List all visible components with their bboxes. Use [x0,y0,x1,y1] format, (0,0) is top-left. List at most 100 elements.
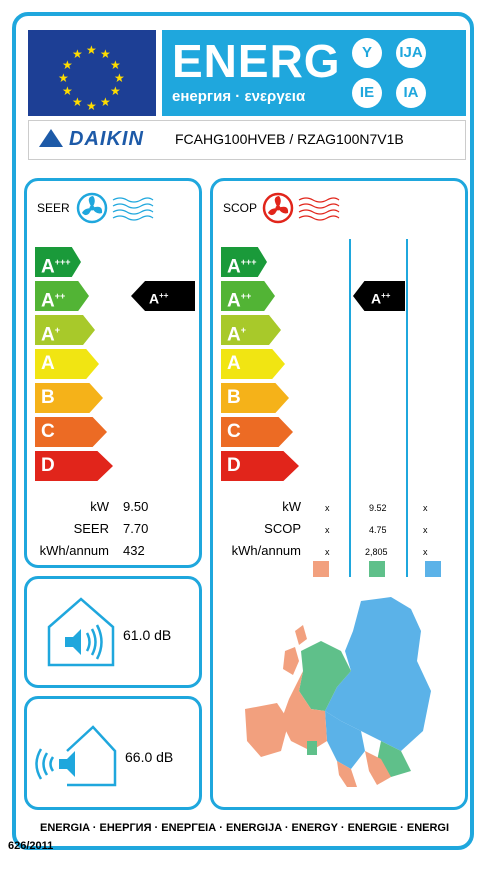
scale-sup: + [54,325,60,335]
heating-kwh-label: kWh/annum [231,543,301,558]
scale-arrow-c: C [35,417,107,447]
scale-letter: B [41,387,55,408]
cooling-panel: SEER A+++ A++ A+ A B C D A++ kW 9.50 SEE… [24,178,202,568]
lang-code-ia: IA [396,78,426,108]
zone-divider-2 [406,239,408,577]
svg-text:★: ★ [72,95,83,109]
cooling-kw-value: 9.50 [123,499,149,514]
zone-swatch-warmer [313,561,329,577]
heating-scop-label: SCOP [264,521,301,536]
scale-letter: A [41,353,55,374]
daikin-triangle-icon [39,129,63,147]
svg-text:★: ★ [86,43,97,57]
heating-kw-average: 9.52 [369,503,387,513]
cooling-class-indicator: A++ [131,281,195,311]
heating-class-indicator: A++ [353,281,405,311]
heating-scop-average: 4.75 [369,525,387,535]
scale-sup: + [240,325,246,335]
zone-swatch-average [369,561,385,577]
scale-letter: C [227,421,241,442]
class-sup: ++ [159,291,169,300]
energy-subtitle: енергия · ενεργεια [172,88,306,105]
outdoor-noise-value: 66.0 dB [125,749,174,765]
scale-sup: +++ [54,257,71,267]
cooling-kwh-label: kWh/annum [39,543,109,558]
svg-text:★: ★ [110,58,121,72]
heating-kw-label: kW [282,499,301,514]
scale-arrow-a1plus: A+ [221,315,281,345]
scale-letter: A [41,290,55,312]
brand-name: DAIKIN [69,128,144,150]
svg-text:★: ★ [72,47,83,61]
svg-text:★: ★ [86,99,97,113]
heating-kwh-colder: x [423,547,428,557]
scale-arrow-a: A [221,349,285,379]
eu-flag: ★ ★ ★ ★ ★ ★ ★ ★ ★ ★ ★ ★ [28,30,156,116]
scale-arrow-b: B [35,383,103,413]
scale-arrow-a2plus: A++ [221,281,275,311]
zone-swatch-colder [425,561,441,577]
scale-letter: D [41,455,55,476]
svg-text:★: ★ [62,84,73,98]
energy-header: ENERG енергия · ενεργεια Y IJA IE IA [162,30,466,116]
scale-letter: C [41,421,55,442]
indoor-noise-panel: 61.0 dB [24,576,202,688]
scale-letter: B [227,387,241,408]
brand-logo: DAIKIN [39,128,144,151]
energy-word: ENERG [172,35,341,87]
scale-letter: A [227,290,241,312]
heating-kw-colder: x [423,503,428,513]
class-sup: ++ [381,291,391,300]
scale-letter: D [227,455,241,476]
cooling-kw-label: kW [90,499,109,514]
svg-text:★: ★ [58,71,69,85]
svg-text:★: ★ [114,71,125,85]
scale-arrow-a3plus: A+++ [35,247,81,277]
scale-arrow-b: B [221,383,289,413]
svg-text:★: ★ [110,84,121,98]
svg-text:★: ★ [100,47,111,61]
scale-arrow-d: D [35,451,113,481]
scale-sup: ++ [54,291,66,301]
indoor-noise-value: 61.0 dB [123,627,172,643]
heating-kwh-warmer: x [325,547,330,557]
scale-letter: A [41,256,55,278]
scale-letter: A [41,324,55,346]
zone-divider-1 [349,239,351,577]
cooling-seer-label: SEER [73,521,109,536]
footer-languages: ENERGIA · ЕНЕРГИЯ · ΕΝΕΡΓΕΙΑ · ENERGIJA … [40,822,450,834]
heating-scop-colder: x [423,525,428,535]
lang-code-y: Y [352,38,382,68]
scale-arrow-a: A [35,349,99,379]
scale-letter: A [227,256,241,278]
eu-stars-icon: ★ ★ ★ ★ ★ ★ ★ ★ ★ ★ ★ ★ [58,43,125,113]
class-letter: A [149,290,160,307]
lang-code-ie: IE [352,78,382,108]
outdoor-speaker-icon [35,725,117,787]
heating-kwh-average: 2,805 [365,547,388,557]
indoor-speaker-icon [47,597,115,667]
regulation-number: 626/2011 [8,840,54,852]
heating-title: SCOP [223,201,258,215]
cooling-kwh-value: 432 [123,543,145,558]
outdoor-noise-panel: 66.0 dB [24,696,202,810]
scale-arrow-a3plus: A+++ [221,247,267,277]
lang-code-ija: IJA [396,38,426,68]
heating-scop-warmer: x [325,525,330,535]
heating-panel: SCOP A+++ A++ A+ A B C D A++ kW x 9.52 x… [210,178,468,810]
cooling-seer-value: 7.70 [123,521,149,536]
svg-text:★: ★ [62,58,73,72]
scale-letter: A [227,324,241,346]
cooling-title: SEER [37,201,70,215]
label-frame [12,12,474,850]
scale-sup: ++ [240,291,252,301]
brand-row: DAIKIN FCAHG100HVEB / RZAG100N7V1B [28,120,466,160]
europe-climate-map [245,597,431,787]
svg-text:★: ★ [100,95,111,109]
heating-kw-warmer: x [325,503,330,513]
scale-arrow-c: C [221,417,293,447]
scale-arrow-d: D [221,451,299,481]
scale-sup: +++ [240,257,257,267]
cooling-fan-icon [76,192,154,224]
heating-fan-icon [262,192,340,224]
